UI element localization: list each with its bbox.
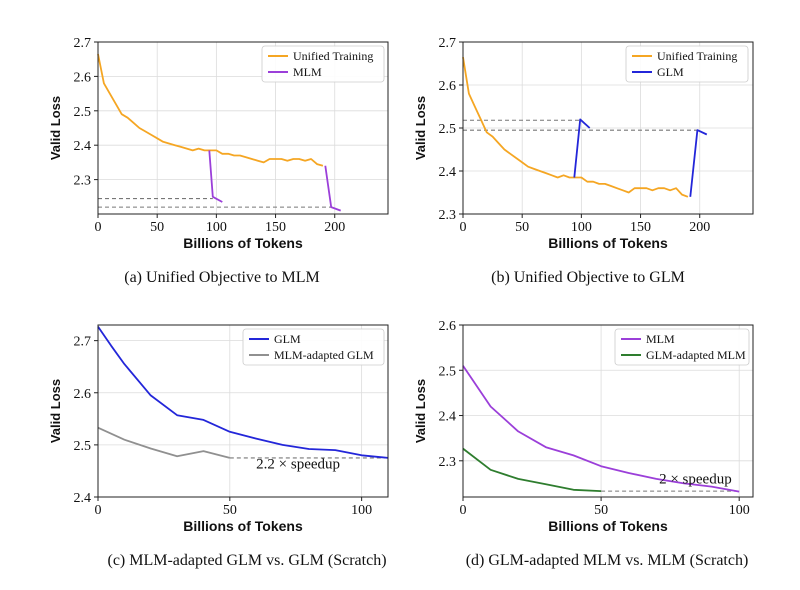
speedup-annotation: 2.2 × speedup [256,456,340,472]
chart-panel-a: 0 50 100 150 200 2.3 2.4 2.5 2.6 2.7 Billions of T… [48,36,389,286]
y-tick-label: 2.4 [439,410,457,425]
x-tick-label: 0 [95,220,102,235]
x-tick-label: 50 [515,220,529,235]
plot-frame [97,324,389,498]
x-tick-label: 100 [206,220,227,235]
y-tick-label: 2.4 [74,491,92,506]
legend-box [625,45,749,83]
x-tick-label: 50 [150,220,164,235]
x-tick-label: 100 [351,503,372,518]
series-line-glm-adapted-mlm [462,447,602,492]
x-tick-label: 100 [729,503,750,518]
speedup-annotation: 2 × speedup [659,471,732,487]
y-tick-label: 2.7 [74,36,92,51]
series-line-unified-training [97,53,324,167]
series-line-mlm [208,150,223,203]
legend-label: MLM-adapted GLM [274,348,374,362]
series-line-mlm [324,165,342,212]
panel-caption: (a) Unified Objective to MLM [124,269,320,286]
plot-frame [97,41,389,215]
x-tick-label: 200 [324,220,345,235]
x-tick-label: 100 [571,220,592,235]
y-tick-label: 2.6 [74,387,92,402]
plot-frame [462,324,754,498]
y-tick-label: 2.6 [439,79,457,94]
y-tick-label: 2.4 [439,165,457,180]
legend-label: Unified Training [293,49,373,63]
legend-box [614,328,750,366]
series-line-unified-training [462,56,689,198]
legend-label: GLM [274,332,301,346]
y-tick-label: 2.5 [74,439,92,454]
x-tick-label: 200 [689,220,710,235]
legend-label: Unified Training [657,49,737,63]
x-tick-label: 50 [594,503,608,518]
series-line-glm [573,118,591,178]
legend-label: GLM [657,65,684,79]
y-tick-label: 2.5 [439,364,457,379]
x-tick-label: 150 [630,220,651,235]
x-axis-title: Billions of Tokens [548,518,668,534]
y-tick-label: 2.6 [74,70,92,85]
legend-box [242,328,385,366]
chart-panel-d: 0 50 100 2.3 2.4 2.5 2.6 Billions of Tokens Vali… [413,319,754,569]
y-tick-label: 2.7 [74,335,92,350]
legend-label: MLM [646,332,675,346]
y-tick-label: 2.6 [439,319,457,334]
x-tick-label: 50 [223,503,237,518]
legend-label: MLM [293,65,322,79]
y-tick-label: 2.7 [439,36,457,51]
x-axis-title: Billions of Tokens [183,518,303,534]
series-line-glm [689,129,708,197]
panel-caption: (b) Unified Objective to GLM [491,269,685,286]
x-axis-title: Billions of Tokens [183,235,303,251]
y-tick-label: 2.4 [74,139,92,154]
panel-caption: (c) MLM-adapted GLM vs. GLM (Scratch) [107,552,386,569]
chart-panel-c: 0 50 100 2.4 2.5 2.6 2.7 Billions of Tokens Vali… [48,324,389,569]
x-tick-label: 0 [460,220,467,235]
series-line-mlm [462,365,740,493]
legend-box [261,45,385,83]
x-tick-label: 0 [95,503,102,518]
x-tick-label: 0 [460,503,467,518]
y-tick-label: 2.5 [439,122,457,137]
chart-panel-b: 0 50 100 150 200 2.3 2.4 2.5 2.6 2.7 Billions of T… [413,36,754,286]
y-tick-label: 2.3 [439,208,457,223]
y-axis-title: Valid Loss [48,96,63,160]
legend-label: GLM-adapted MLM [646,348,746,362]
x-axis-title: Billions of Tokens [548,235,668,251]
y-axis-title: Valid Loss [48,379,63,443]
y-tick-label: 2.3 [439,455,457,470]
y-axis-title: Valid Loss [413,379,428,443]
y-tick-label: 2.5 [74,105,92,120]
y-axis-title: Valid Loss [413,96,428,160]
x-tick-label: 150 [265,220,286,235]
y-tick-label: 2.3 [74,174,92,189]
series-line-glm [97,326,389,459]
panel-caption: (d) GLM-adapted MLM vs. MLM (Scratch) [466,552,749,569]
series-line-mlm-adapted-glm [97,426,231,459]
